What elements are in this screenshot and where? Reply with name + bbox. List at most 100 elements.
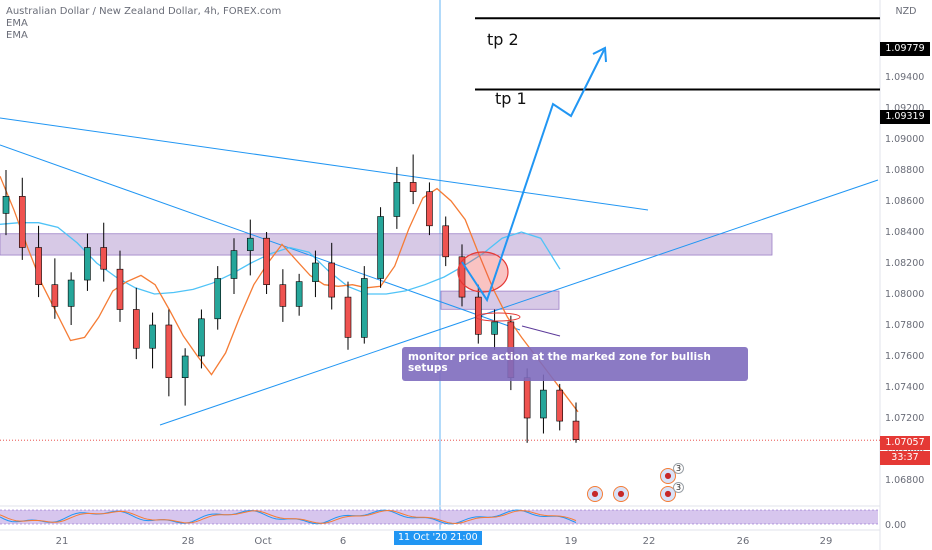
y-tick-label: 1.09400 bbox=[885, 72, 924, 83]
candle bbox=[556, 383, 564, 431]
economic-event-icon[interactable]: ● bbox=[660, 486, 676, 502]
y-tick-label: 1.08200 bbox=[885, 258, 924, 269]
candle bbox=[198, 309, 205, 369]
candle-body bbox=[572, 420, 580, 441]
oscillator-d-line bbox=[0, 509, 577, 525]
candle bbox=[165, 309, 173, 397]
tp1-price-tag: 1.09319 bbox=[880, 110, 930, 124]
currency-label: NZD bbox=[896, 6, 917, 17]
y-tick-label: 1.07200 bbox=[885, 413, 924, 424]
tp1-label: tp 1 bbox=[495, 89, 527, 108]
candle-body bbox=[312, 262, 319, 282]
ema-fast-line bbox=[0, 175, 579, 413]
economic-event-icon[interactable]: ● bbox=[613, 486, 629, 502]
y-tick-label: 1.07400 bbox=[885, 382, 924, 393]
chart-legend: Australian Dollar / New Zealand Dollar, … bbox=[6, 6, 281, 42]
upper-trendline bbox=[0, 117, 649, 211]
candle bbox=[442, 216, 450, 267]
candle bbox=[18, 177, 26, 260]
x-tick-label: 26 bbox=[737, 536, 750, 547]
candle bbox=[540, 374, 547, 434]
x-tick-label: 29 bbox=[820, 536, 833, 547]
tp2-label: tp 2 bbox=[487, 30, 519, 49]
candle-body bbox=[230, 250, 238, 279]
event-count-badge: 3 bbox=[673, 482, 684, 493]
current-price-tag: 1.07057 bbox=[880, 436, 930, 450]
tp2-price-tag: 1.09779 bbox=[880, 42, 930, 56]
candle-body bbox=[116, 268, 124, 310]
oscillator-band bbox=[0, 510, 878, 524]
candle bbox=[116, 250, 124, 322]
analysis-note[interactable]: monitor price action at the marked zone … bbox=[402, 347, 748, 381]
candle bbox=[51, 258, 59, 319]
candle-body bbox=[165, 324, 173, 379]
candle-countdown: 33:37 bbox=[880, 451, 930, 465]
candle bbox=[214, 266, 222, 330]
symbol-title: Australian Dollar / New Zealand Dollar, … bbox=[6, 6, 282, 17]
candle-body bbox=[328, 262, 336, 298]
candle bbox=[295, 273, 303, 316]
candle-body bbox=[246, 237, 254, 251]
candle-body bbox=[198, 318, 205, 357]
candle-body bbox=[18, 196, 26, 248]
candle bbox=[409, 154, 417, 205]
y-tick-label: 1.07600 bbox=[885, 351, 924, 362]
candle-body bbox=[132, 309, 140, 349]
candle-body bbox=[377, 216, 384, 279]
ascending-trendline bbox=[159, 179, 879, 426]
candle bbox=[149, 312, 156, 369]
descending-trendline bbox=[0, 144, 521, 331]
economic-event-icon[interactable]: ● bbox=[587, 486, 603, 502]
candle-body bbox=[35, 247, 42, 286]
candle bbox=[100, 222, 108, 282]
x-tick-label: 6 bbox=[340, 536, 346, 547]
candle bbox=[312, 250, 319, 298]
candle bbox=[572, 402, 580, 443]
candle bbox=[263, 232, 270, 294]
candle-body bbox=[556, 389, 564, 422]
candle-body bbox=[474, 296, 482, 335]
candle bbox=[2, 170, 10, 236]
candle bbox=[230, 238, 238, 294]
x-tick-label: 22 bbox=[643, 536, 656, 547]
candle-body bbox=[67, 279, 75, 307]
zone-pointer-line bbox=[521, 325, 561, 337]
ema-slow-line bbox=[0, 222, 561, 295]
projection-path bbox=[461, 49, 605, 303]
y-tick-label: 1.09200 bbox=[885, 103, 924, 114]
candle-body bbox=[100, 247, 108, 270]
event-count-badge: 3 bbox=[673, 463, 684, 474]
projection-arrowhead bbox=[592, 46, 607, 63]
candle bbox=[181, 348, 189, 406]
candle-body bbox=[491, 321, 498, 335]
candle-body bbox=[523, 377, 531, 419]
candle-body bbox=[344, 296, 352, 338]
candle bbox=[393, 166, 401, 229]
y-tick-label: 1.07800 bbox=[885, 320, 924, 331]
candle bbox=[474, 284, 482, 344]
candle bbox=[279, 269, 287, 322]
crosshair-date-badge: 11 Oct '20 21:00 bbox=[394, 531, 482, 545]
x-tick-label: 21 bbox=[56, 536, 69, 547]
candle-body bbox=[442, 225, 450, 258]
oscillator-axis-label: 0.00 bbox=[885, 520, 906, 531]
y-tick-label: 1.08600 bbox=[885, 196, 924, 207]
candle-body bbox=[214, 278, 222, 320]
candle bbox=[426, 182, 433, 236]
candle-body bbox=[279, 284, 287, 307]
x-tick-label: Oct bbox=[254, 536, 271, 547]
candle-body bbox=[2, 196, 10, 214]
candle bbox=[246, 219, 254, 276]
candle-body bbox=[409, 182, 417, 192]
candle-body bbox=[181, 355, 189, 379]
ema-label-2: EMA bbox=[6, 30, 28, 41]
candle bbox=[67, 272, 75, 325]
candle-body bbox=[84, 247, 91, 281]
candle-body bbox=[263, 237, 270, 285]
candle bbox=[377, 207, 384, 288]
y-tick-label: 1.06800 bbox=[885, 475, 924, 486]
economic-event-icon[interactable]: ● bbox=[660, 468, 676, 484]
candle-body bbox=[540, 389, 547, 419]
